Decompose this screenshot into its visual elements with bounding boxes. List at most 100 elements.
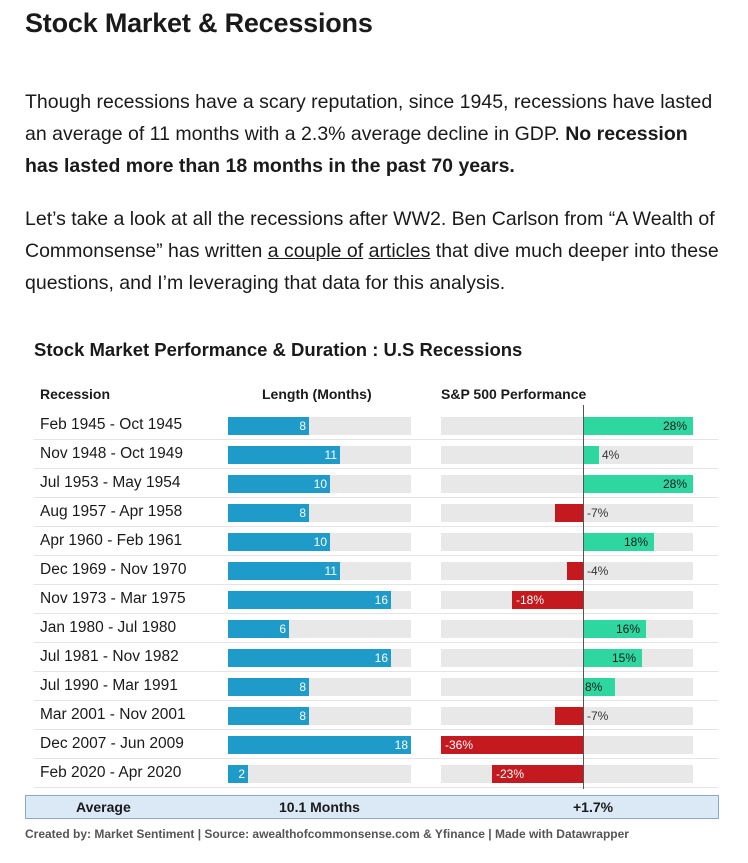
table-row: Jul 1981 - Nov 1982 xyxy=(34,643,718,672)
length-bar: 18 xyxy=(228,736,411,754)
context-text-after: that dive much deeper into these questio… xyxy=(25,240,719,294)
recession-label: Jul 1990 - Mar 1991 xyxy=(40,677,178,694)
length-bar: 10 xyxy=(228,475,330,493)
link-articles[interactable]: articles xyxy=(368,240,431,262)
length-value-label: 8 xyxy=(299,506,306,520)
performance-value-label: -7% xyxy=(587,709,609,723)
length-value-label: 8 xyxy=(299,709,306,723)
average-row: Average 10.1 Months +1.7% xyxy=(25,795,719,819)
chart-footer: Created by: Market Sentiment | Source: a… xyxy=(25,827,629,841)
length-bar: 8 xyxy=(228,504,309,522)
table-row: Nov 1973 - Mar 1975 xyxy=(34,585,718,614)
length-value-label: 16 xyxy=(374,651,388,665)
column-header-recession: Recession xyxy=(40,386,111,402)
performance-track xyxy=(441,620,693,638)
performance-bar xyxy=(583,678,615,696)
table-row: Feb 2020 - Apr 2020 xyxy=(34,759,718,788)
performance-bar xyxy=(567,562,583,580)
performance-value-label: -23% xyxy=(496,767,525,781)
table-row: Mar 2001 - Nov 2001 xyxy=(34,701,718,730)
length-bar: 8 xyxy=(228,707,309,725)
length-value-label: 8 xyxy=(299,680,306,694)
performance-bar xyxy=(583,649,642,667)
table-row: Apr 1960 - Feb 1961 xyxy=(34,527,718,556)
performance-bar xyxy=(441,736,583,754)
article-title: Stock Market & Recessions xyxy=(25,8,373,38)
performance-value-label: 8% xyxy=(585,680,603,694)
average-sp500: +1.7% xyxy=(573,799,614,815)
recession-label: Dec 1969 - Nov 1970 xyxy=(40,561,187,578)
table-row: Dec 2007 - Jun 2009 xyxy=(34,730,718,759)
table-row: Jul 1953 - May 1954 xyxy=(34,469,718,498)
recession-label: Feb 2020 - Apr 2020 xyxy=(40,764,182,781)
performance-bar xyxy=(583,533,654,551)
performance-track xyxy=(441,446,693,464)
length-value-label: 11 xyxy=(324,448,337,462)
length-value-label: 10 xyxy=(313,535,327,549)
recession-label: Apr 1960 - Feb 1961 xyxy=(40,532,183,549)
length-bar: 2 xyxy=(228,765,248,783)
length-value-label: 6 xyxy=(279,622,286,636)
length-track xyxy=(228,765,411,783)
table-row: Feb 1945 - Oct 1945 xyxy=(34,411,718,440)
length-bar: 8 xyxy=(228,417,309,435)
intro-paragraph: Though recessions have a scary reputatio… xyxy=(25,86,725,182)
performance-value-label: 28% xyxy=(663,477,688,491)
context-paragraph: Let’s take a look at all the recessions … xyxy=(25,203,725,299)
recession-label: Jul 1981 - Nov 1982 xyxy=(40,648,179,665)
table-row: Jul 1990 - Mar 1991 xyxy=(34,672,718,701)
performance-bar xyxy=(555,707,583,725)
performance-bar xyxy=(512,591,583,609)
performance-value-label: -18% xyxy=(516,593,545,607)
performance-bar xyxy=(583,417,693,435)
performance-value-label: 28% xyxy=(663,419,688,433)
length-value-label: 8 xyxy=(299,419,306,433)
recession-label: Mar 2001 - Nov 2001 xyxy=(40,706,186,723)
length-value-label: 10 xyxy=(313,477,327,491)
length-bar: 8 xyxy=(228,678,309,696)
performance-value-label: -36% xyxy=(445,738,474,752)
table-row: Jan 1980 - Jul 1980 xyxy=(34,614,718,643)
column-header-sp500: S&P 500 Performance xyxy=(441,386,587,402)
length-value-label: 2 xyxy=(238,767,245,781)
recession-label: Feb 1945 - Oct 1945 xyxy=(40,416,183,433)
performance-bar xyxy=(583,446,599,464)
performance-track xyxy=(441,533,693,551)
length-bar: 6 xyxy=(228,620,289,638)
context-text-before: Let’s take a look at all the recessions … xyxy=(25,208,715,262)
performance-value-label: 16% xyxy=(616,622,641,636)
recession-label: Dec 2007 - Jun 2009 xyxy=(40,735,184,752)
performance-bar xyxy=(492,765,583,783)
performance-bar xyxy=(583,475,693,493)
table-row: Aug 1957 - Apr 1958 xyxy=(34,498,718,527)
recession-label: Jul 1953 - May 1954 xyxy=(40,474,181,491)
performance-value-label: -7% xyxy=(587,506,609,520)
recession-label: Nov 1948 - Oct 1949 xyxy=(40,445,184,462)
length-bar: 16 xyxy=(228,649,391,667)
performance-bar xyxy=(555,504,583,522)
length-bar: 16 xyxy=(228,591,391,609)
performance-track xyxy=(441,678,693,696)
table-row: Dec 1969 - Nov 1970 xyxy=(34,556,718,585)
length-value-label: 18 xyxy=(394,738,408,752)
intro-text: Though recessions have a scary reputatio… xyxy=(25,91,713,145)
recession-label: Nov 1973 - Mar 1975 xyxy=(40,590,186,607)
chart-title: Stock Market Performance & Duration : U.… xyxy=(34,339,523,360)
length-bar: 11 xyxy=(228,446,340,464)
intro-bold-text: No recession has lasted more than 18 mon… xyxy=(25,123,688,177)
performance-value-label: -4% xyxy=(587,564,609,578)
performance-bar xyxy=(583,620,646,638)
table-row: Nov 1948 - Oct 1949 xyxy=(34,440,718,469)
length-value-label: 11 xyxy=(324,564,337,578)
performance-track xyxy=(441,649,693,667)
recession-label: Jan 1980 - Jul 1980 xyxy=(40,619,177,636)
average-label: Average xyxy=(76,799,131,815)
column-header-length: Length (Months) xyxy=(262,386,372,402)
average-length: 10.1 Months xyxy=(279,799,360,815)
recession-label: Aug 1957 - Apr 1958 xyxy=(40,503,183,520)
length-bar: 10 xyxy=(228,533,330,551)
zero-line xyxy=(583,405,584,789)
link-a-couple-of[interactable]: a couple of xyxy=(267,240,364,262)
length-value-label: 16 xyxy=(374,593,388,607)
